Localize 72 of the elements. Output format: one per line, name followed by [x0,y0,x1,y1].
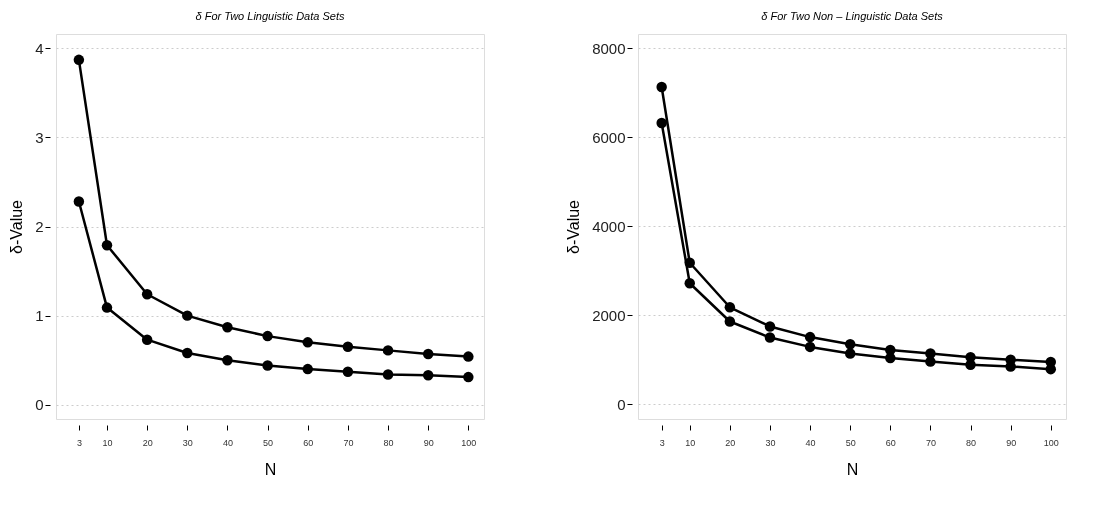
x-tick-label: 3 [659,437,665,448]
y-tick-label: 4000 [592,217,626,235]
x-tick-label: 50 [845,437,856,448]
y-tick-label: 8000 [592,39,626,57]
point [101,239,113,251]
x-tick-label: 70 [925,437,936,448]
point [804,331,816,343]
point [382,345,394,356]
point [422,370,434,381]
chart-title: δ For Two Non – Linguistic Data Sets [761,10,944,22]
point [804,341,816,353]
x-tick-label: 20 [142,437,153,448]
chart-title: δ For Two Linguistic Data Sets [195,10,345,22]
point [463,371,474,383]
x-tick-label: 10 [102,437,113,448]
point [844,338,856,350]
point [844,348,856,359]
point [382,369,394,380]
point [764,321,776,332]
point [73,196,85,207]
point [463,351,474,362]
point [182,310,193,321]
x-tick-label: 80 [383,437,394,448]
y-tick-label: 2 [35,218,44,235]
point [141,334,153,345]
point [262,360,273,371]
point [724,316,736,327]
y-tick-label: 0 [617,395,626,413]
point [141,289,153,300]
point [342,366,354,377]
point [73,54,85,66]
point [656,117,667,129]
x-tick-label: 90 [423,437,434,448]
x-tick-label: 10 [685,437,696,448]
x-tick-label: 60 [303,437,314,448]
x-tick-label: 30 [765,437,776,448]
point [724,302,736,313]
point [262,330,273,342]
point [684,278,695,289]
y-tick-label: 4 [35,39,44,57]
point [764,332,776,343]
x-tick-label: 3 [76,437,82,448]
point [342,341,354,353]
y-tick-label: 3 [35,128,44,146]
x-tick-label: 80 [966,437,977,448]
point [222,354,233,366]
point [302,363,313,375]
point [182,347,193,359]
point [925,356,936,367]
x-tick-label: 30 [182,437,193,448]
y-axis-title: δ-Value [8,199,26,254]
point [656,81,667,93]
x-tick-label: 90 [1006,437,1017,448]
x-tick-label: 100 [1043,437,1059,448]
y-tick-label: 6000 [592,128,626,146]
y-axis-title: δ-Value [565,199,583,254]
x-axis-title: N [846,460,859,478]
x-axis-title: N [264,460,277,478]
x-tick-label: 40 [805,437,816,448]
x-tick-label: 40 [222,437,233,448]
point [222,321,233,333]
x-tick-label: 50 [263,437,274,448]
x-tick-label: 100 [461,437,477,448]
point [422,348,434,360]
x-tick-label: 70 [343,437,354,448]
y-tick-label: 1 [35,307,44,325]
point [101,302,113,313]
y-tick-label: 0 [35,396,44,414]
x-tick-label: 20 [725,437,736,448]
point [302,337,313,348]
y-tick-label: 2000 [592,306,626,324]
x-tick-label: 60 [885,437,896,448]
